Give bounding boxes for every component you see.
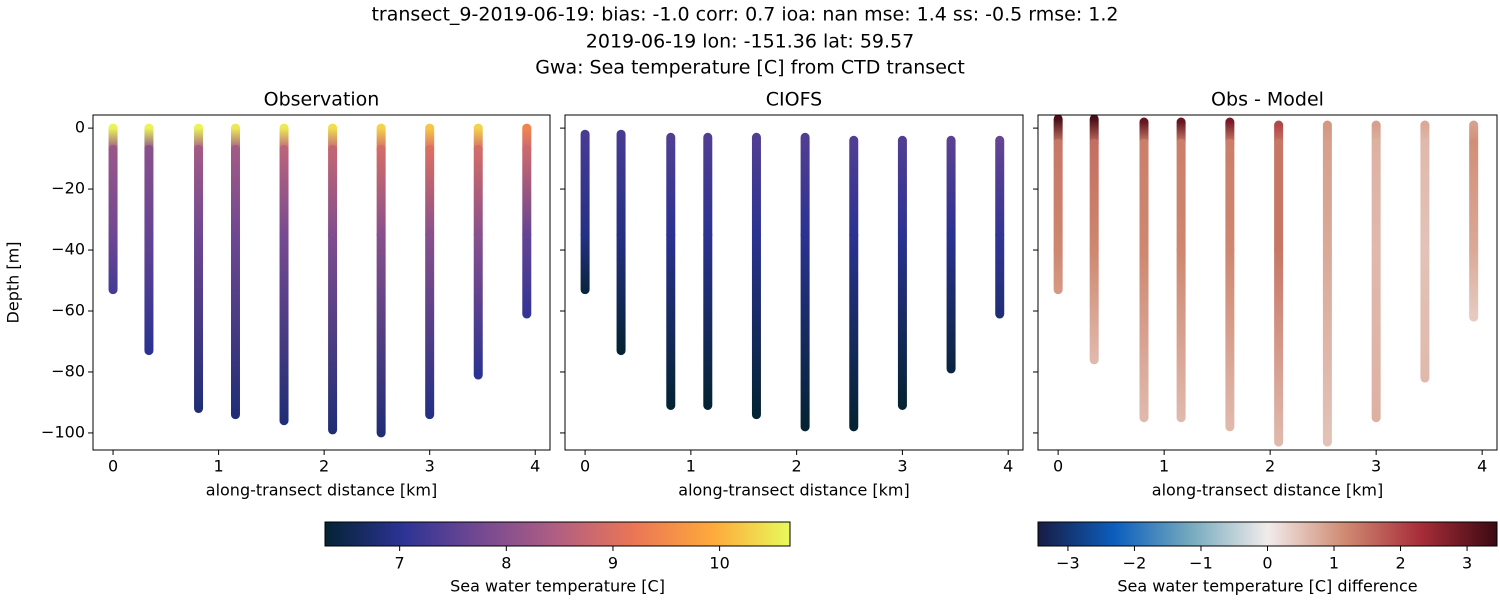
colorbar-tick-label: 8 bbox=[501, 554, 511, 573]
colorbar-tick-label: 9 bbox=[608, 554, 618, 573]
y-tick-label: −20 bbox=[51, 179, 85, 198]
x-tick-label: 1 bbox=[214, 457, 224, 476]
x-tick-label: 4 bbox=[530, 457, 540, 476]
axes-frame bbox=[92, 114, 551, 451]
x-tick-label: 4 bbox=[1003, 457, 1013, 476]
x-tick-label: 4 bbox=[1477, 457, 1487, 476]
x-tick-label: 2 bbox=[792, 457, 802, 476]
x-tick-label: 1 bbox=[686, 457, 696, 476]
colorbar-tick-label: 0 bbox=[1262, 554, 1272, 573]
colorbar-tick-label: −1 bbox=[1189, 554, 1213, 573]
y-tick-label: 0 bbox=[75, 118, 85, 137]
y-tick-label: −40 bbox=[51, 240, 85, 259]
figure-title: transect_9-2019-06-19: bias: -1.0 corr: … bbox=[371, 4, 1118, 26]
colorbar-tick-label: 10 bbox=[709, 554, 729, 573]
x-tick-label: 0 bbox=[108, 457, 118, 476]
panel-title: Obs - Model bbox=[1211, 89, 1324, 111]
colorbar-tick-label: −2 bbox=[1123, 554, 1147, 573]
panel-title: Observation bbox=[264, 89, 380, 111]
x-tick-label: 2 bbox=[1265, 457, 1275, 476]
x-tick-label: 1 bbox=[1159, 457, 1169, 476]
figure-title: 2019-06-19 lon: -151.36 lat: 59.57 bbox=[586, 31, 914, 53]
y-axis-label: Depth [m] bbox=[4, 242, 23, 324]
figure-title: Gwa: Sea temperature [C] from CTD transe… bbox=[535, 57, 965, 79]
y-tick-label: −100 bbox=[41, 422, 85, 441]
colorbar-tick-label: 1 bbox=[1329, 554, 1339, 573]
x-axis-label: along-transect distance [km] bbox=[206, 481, 437, 500]
colorbar-label: Sea water temperature [C] bbox=[450, 577, 665, 596]
colorbar-tick-label: 3 bbox=[1462, 554, 1472, 573]
x-axis-label: along-transect distance [km] bbox=[1152, 481, 1383, 500]
y-tick-label: −60 bbox=[51, 301, 85, 320]
panel-title: CIOFS bbox=[766, 89, 822, 111]
x-tick-label: 3 bbox=[897, 457, 907, 476]
axes-frame bbox=[564, 114, 1024, 451]
colorbar bbox=[324, 521, 791, 547]
x-axis-label: along-transect distance [km] bbox=[678, 481, 909, 500]
colorbar bbox=[1037, 521, 1498, 547]
colorbar-tick-label: 7 bbox=[395, 554, 405, 573]
x-tick-label: 2 bbox=[319, 457, 329, 476]
x-tick-label: 3 bbox=[425, 457, 435, 476]
colorbar-label: Sea water temperature [C] difference bbox=[1117, 577, 1417, 596]
colorbar-tick-label: −3 bbox=[1056, 554, 1080, 573]
x-tick-label: 0 bbox=[1053, 457, 1063, 476]
colorbar-tick-label: 2 bbox=[1395, 554, 1405, 573]
x-tick-label: 3 bbox=[1371, 457, 1381, 476]
x-tick-label: 0 bbox=[580, 457, 590, 476]
y-tick-label: −80 bbox=[51, 361, 85, 380]
axes-frame bbox=[1037, 114, 1498, 451]
